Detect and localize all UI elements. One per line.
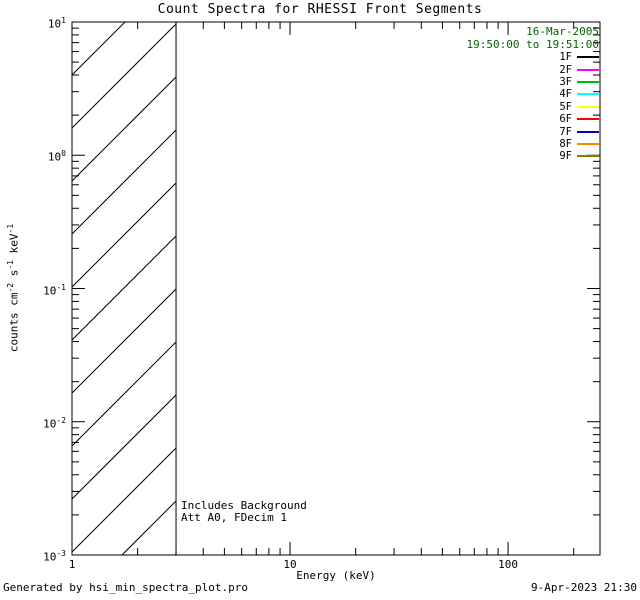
x-tick-label: 100 bbox=[498, 558, 518, 571]
legend-time-range: 19:50:00 to 19:51:00 bbox=[466, 38, 599, 51]
hatch-line bbox=[72, 394, 177, 500]
y-tick-label: 101 bbox=[47, 16, 66, 31]
legend-entry: 3F bbox=[467, 76, 599, 88]
plot-title: Count Spectra for RHESSI Front Segments bbox=[157, 2, 483, 17]
legend-label: 7F bbox=[559, 125, 572, 138]
y-tick-label: 10-2 bbox=[43, 415, 66, 431]
legend-line-sample bbox=[577, 93, 599, 96]
legend-label: 6F bbox=[559, 113, 572, 126]
legend-entries: 1F 2F 3F 4F 5F 6F 7F 8F 9F bbox=[467, 51, 599, 163]
legend-label: 1F bbox=[559, 51, 572, 64]
legend-label: 4F bbox=[559, 88, 572, 101]
hatch-line bbox=[72, 235, 177, 341]
hatch-line bbox=[72, 76, 177, 182]
legend-date: 16-Mar-2005 bbox=[526, 25, 599, 38]
legend-line-sample bbox=[577, 155, 599, 158]
legend-line-sample bbox=[577, 130, 599, 133]
x-tick-label: 10 bbox=[283, 558, 297, 571]
y-tick-label: 10-1 bbox=[43, 282, 66, 298]
legend-label: 8F bbox=[559, 137, 572, 150]
legend-line-sample bbox=[577, 105, 599, 108]
legend-line-sample bbox=[577, 80, 599, 83]
y-tick-label: 10-3 bbox=[43, 549, 66, 564]
legend-entry: 1F bbox=[467, 51, 599, 63]
annotation-attenuator-state: Att A0, FDecim 1 bbox=[181, 511, 287, 524]
legend-entry: 2F bbox=[467, 63, 599, 76]
hatch-line bbox=[72, 129, 177, 235]
legend-entry: 7F bbox=[467, 125, 599, 138]
hatch-line bbox=[72, 182, 177, 288]
legend: 16-Mar-2005 19:50:00 to 19:51:00 1F 2F 3F 4… bbox=[467, 25, 599, 163]
hatch-line bbox=[121, 500, 177, 555]
hatch-region bbox=[72, 22, 177, 555]
legend-entry: 5F bbox=[467, 101, 599, 113]
hatch-line bbox=[72, 22, 126, 76]
legend-line-sample bbox=[577, 56, 599, 59]
x-tick-label: 1 bbox=[68, 558, 76, 571]
legend-entry: 6F bbox=[467, 113, 599, 125]
legend-entry: 4F bbox=[467, 88, 599, 100]
y-tick-label: 100 bbox=[47, 149, 66, 164]
legend-label: 2F bbox=[559, 63, 572, 76]
legend-label: 9F bbox=[559, 150, 572, 163]
hatch-line bbox=[72, 341, 177, 447]
hatch-line bbox=[72, 23, 177, 129]
footer-generated-by: Generated by hsi_min_spectra_plot.pro bbox=[3, 581, 249, 594]
legend-label: 3F bbox=[559, 75, 572, 88]
legend-entry: 8F bbox=[467, 138, 599, 150]
hatch-line bbox=[72, 447, 177, 553]
legend-line-sample bbox=[577, 142, 599, 145]
legend-entry: 9F bbox=[467, 150, 599, 162]
legend-line-sample bbox=[577, 68, 599, 71]
legend-line-sample bbox=[577, 118, 599, 121]
hatch-line bbox=[72, 288, 177, 394]
legend-label: 5F bbox=[559, 100, 572, 113]
annotation-includes-background: Includes Background bbox=[181, 499, 307, 512]
x-axis-label: Energy (keV) bbox=[296, 569, 376, 582]
footer-timestamp: 9-Apr-2023 21:30 bbox=[531, 581, 637, 594]
